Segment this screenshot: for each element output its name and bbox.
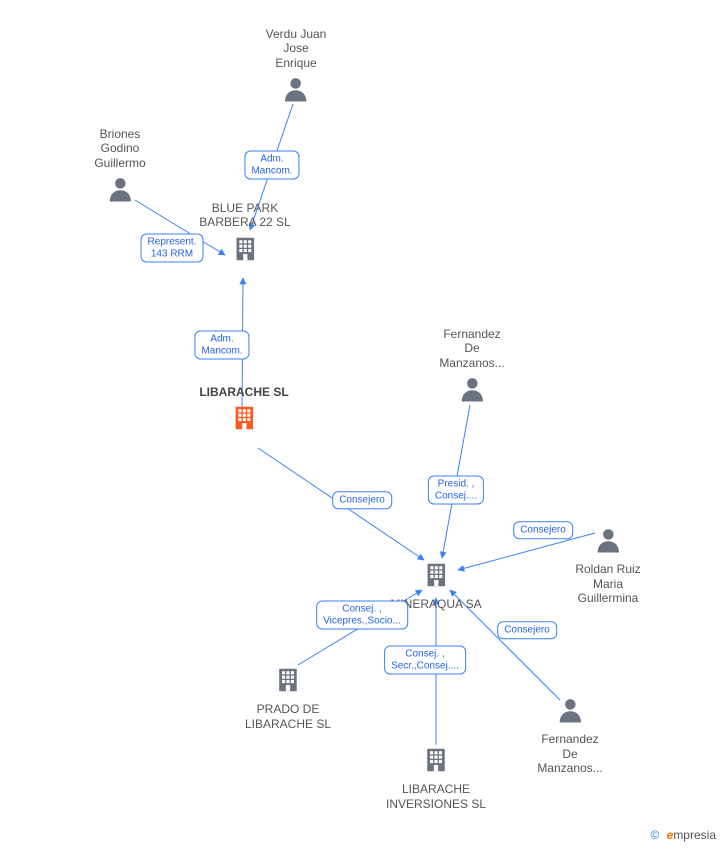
edge-label: Consej. , Vicepres.,Socio... [316,601,408,630]
node-label: Verdu Juan Jose Enrique [266,27,327,70]
person-node-fernandez2[interactable]: Fernandez De Manzanos... [537,695,602,776]
edge-label: Presid. , Consej.... [428,476,484,505]
node-label: LIBARACHE INVERSIONES SL [386,782,486,811]
edge-label: Consejero [513,521,573,539]
node-label: PRADO DE LIBARACHE SL [245,702,331,731]
node-label: Fernandez De Manzanos... [439,327,504,370]
company-icon [229,422,259,436]
copyright-symbol: © [650,828,659,842]
edge-label: Represent. 143 RRM [141,234,204,263]
person-icon [593,544,623,558]
node-label: LIBARACHE SL [199,385,288,399]
company-icon [273,684,303,698]
edge-label: Consej. , Secr.,Consej.... [384,646,466,675]
edge-label: Adm. Mancom. [244,151,299,180]
company-icon [421,579,451,593]
person-node-briones[interactable]: Briones Godino Guillermo [94,127,145,208]
company-node-bluepark[interactable]: BLUE PARK BARBERA 22 SL [199,201,290,267]
brand-rest: mpresia [673,828,716,842]
edge-label: Consejero [497,621,557,639]
node-label: Roldan Ruiz Maria Guillermina [575,562,640,605]
footer-copyright: © empresia [650,828,716,842]
company-icon [421,764,451,778]
person-icon [105,193,135,207]
edge-label: Consejero [332,491,392,509]
company-icon [230,253,260,267]
person-node-fernandez1[interactable]: Fernandez De Manzanos... [439,327,504,408]
node-label: Briones Godino Guillermo [94,127,145,170]
node-label: Fernandez De Manzanos... [537,732,602,775]
person-node-verdu[interactable]: Verdu Juan Jose Enrique [266,27,327,108]
person-icon [457,393,487,407]
diagram-canvas: { "type": "network", "canvas": { "width"… [0,0,728,850]
person-icon [281,93,311,107]
company-node-prado[interactable]: PRADO DE LIBARACHE SL [245,665,331,731]
company-node-libinv[interactable]: LIBARACHE INVERSIONES SL [386,745,486,811]
person-icon [555,714,585,728]
person-node-roldan[interactable]: Roldan Ruiz Maria Guillermina [575,525,640,606]
node-label: BLUE PARK BARBERA 22 SL [199,201,290,230]
edge-label: Adm. Mancom. [194,331,249,360]
company-node-libarache[interactable]: LIBARACHE SL [199,385,288,437]
